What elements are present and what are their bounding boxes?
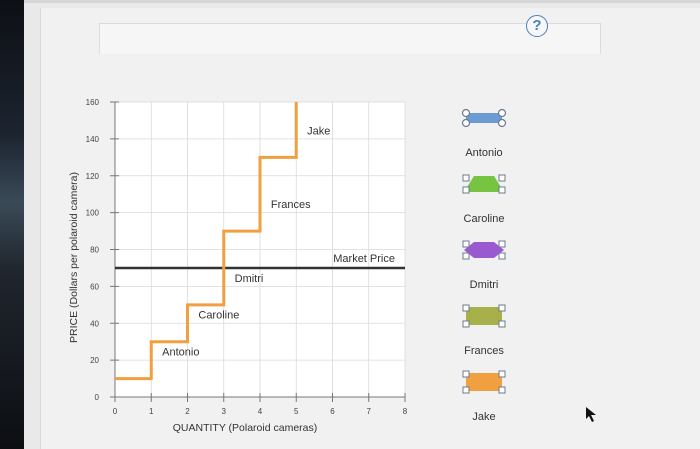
top-divider — [24, 0, 700, 3]
x-tick-label: 4 — [258, 407, 263, 416]
legend-item-caroline[interactable]: Caroline — [462, 174, 506, 225]
y-tick-label: 120 — [86, 172, 100, 181]
legend-handle[interactable] — [498, 320, 506, 328]
legend-item-jake[interactable]: Jake — [462, 370, 506, 423]
x-tick-label: 6 — [330, 407, 335, 416]
y-tick-label: 0 — [95, 393, 100, 402]
legend-label: Caroline — [464, 213, 505, 225]
legend-handle[interactable] — [461, 108, 471, 118]
legend-label: Antonio — [465, 147, 502, 159]
legend-handle[interactable] — [498, 240, 506, 248]
legend-item-antonio[interactable]: Antonio — [461, 108, 507, 160]
segment-label-dmitri: Dmitri — [235, 273, 264, 285]
legend-handle[interactable] — [497, 108, 507, 118]
y-tick-label: 160 — [86, 98, 100, 107]
y-tick-label: 20 — [90, 356, 99, 365]
chart-legend: Antonio Caroline Dmitri Frances Jake — [461, 108, 596, 423]
legend-label: Jake — [472, 411, 495, 423]
legend-handle[interactable] — [497, 118, 507, 128]
x-tick-label: 0 — [113, 407, 118, 416]
legend-handle[interactable] — [462, 174, 470, 182]
legend-handle[interactable] — [461, 118, 471, 128]
market-price-label: Market Price — [333, 253, 395, 265]
legend-handle[interactable] — [498, 304, 506, 312]
graph-panel-header — [99, 23, 601, 54]
x-tick-label: 2 — [185, 407, 190, 416]
legend-marker-bar[interactable] — [466, 113, 502, 123]
legend-handle[interactable] — [462, 304, 470, 312]
y-tick-label: 80 — [90, 246, 99, 255]
legend-marker-square[interactable] — [466, 373, 502, 391]
legend-handle[interactable] — [462, 186, 470, 194]
legend-label: Frances — [464, 345, 504, 357]
x-tick-label: 1 — [149, 407, 154, 416]
chart-axes: 0 20 40 60 80 100 120 140 160 0 1 2 3 4 5 6 7 8 QUANTITY (… — [68, 98, 408, 434]
x-tick-label: 5 — [294, 407, 299, 416]
y-axis-title: PRICE (Dollars per polaroid camera) — [68, 172, 80, 343]
legend-marker-triangles[interactable] — [464, 176, 504, 192]
segment-label-frances: Frances — [271, 199, 311, 211]
legend-handle[interactable] — [498, 174, 506, 182]
legend-handle[interactable] — [462, 370, 470, 378]
legend-handle[interactable] — [462, 240, 470, 248]
segment-label-caroline: Caroline — [198, 310, 239, 322]
legend-handle[interactable] — [462, 252, 470, 260]
legend-label: Dmitri — [470, 279, 499, 291]
x-tick-label: 7 — [367, 407, 372, 416]
supply-step-curve[interactable] — [115, 102, 298, 381]
legend-item-dmitri[interactable]: Dmitri — [462, 240, 506, 291]
y-tick-label: 100 — [86, 209, 100, 218]
legend-handle[interactable] — [498, 186, 506, 194]
mouse-cursor-icon — [586, 407, 596, 422]
chart-grid — [114, 101, 406, 398]
y-tick-label: 60 — [90, 282, 99, 291]
x-tick-label: 3 — [222, 407, 227, 416]
legend-marker-square[interactable] — [466, 307, 502, 325]
y-tick-label: 40 — [90, 319, 99, 328]
background-photo-strip — [0, 0, 24, 449]
x-axis-title: QUANTITY (Polaroid cameras) — [173, 422, 318, 434]
legend-handle[interactable] — [462, 320, 470, 328]
legend-handle[interactable] — [462, 386, 470, 394]
chart-series — [115, 102, 405, 381]
segment-label-antonio: Antonio — [162, 347, 199, 359]
legend-handle[interactable] — [498, 370, 506, 378]
legend-item-frances[interactable]: Frances — [462, 304, 506, 357]
legend-handle[interactable] — [498, 252, 506, 260]
legend-handle[interactable] — [498, 386, 506, 394]
help-button[interactable]: ? — [526, 15, 548, 37]
legend-marker-diamond[interactable] — [464, 242, 504, 258]
segment-label-jake: Jake — [307, 125, 330, 137]
y-tick-label: 140 — [86, 135, 100, 144]
x-tick-label: 8 — [403, 407, 408, 416]
chart-labels: Market Price Antonio Caroline Dmitri Frances… — [162, 125, 395, 358]
